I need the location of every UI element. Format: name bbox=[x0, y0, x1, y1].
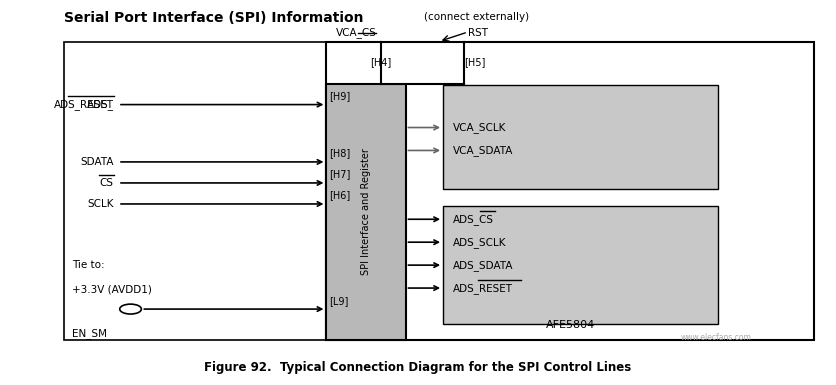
Text: Tie to:: Tie to: bbox=[72, 260, 104, 270]
Text: SDATA: SDATA bbox=[80, 157, 114, 167]
Text: CS: CS bbox=[99, 178, 114, 188]
Text: VCA_SCLK: VCA_SCLK bbox=[453, 122, 507, 133]
Text: [H5]: [H5] bbox=[464, 57, 485, 67]
Text: [H8]: [H8] bbox=[329, 149, 350, 159]
Text: ADS_: ADS_ bbox=[87, 99, 114, 110]
Text: [H7]: [H7] bbox=[329, 169, 350, 179]
Text: AFE5804: AFE5804 bbox=[545, 320, 594, 330]
Text: SCLK: SCLK bbox=[88, 199, 114, 209]
Text: Figure 92.  Typical Connection Diagram for the SPI Control Lines: Figure 92. Typical Connection Diagram fo… bbox=[204, 361, 632, 374]
Text: +3.3V (AVDD1): +3.3V (AVDD1) bbox=[72, 285, 152, 295]
Text: RST: RST bbox=[468, 28, 488, 38]
Bar bbox=[326, 84, 405, 340]
Text: EN_SM: EN_SM bbox=[72, 328, 107, 339]
Text: SPI Interface and Register: SPI Interface and Register bbox=[361, 148, 371, 275]
Text: www.elecfans.com: www.elecfans.com bbox=[681, 333, 752, 342]
Text: ADS_CS: ADS_CS bbox=[453, 214, 494, 225]
Text: [H4]: [H4] bbox=[370, 57, 391, 67]
Bar bbox=[326, 42, 813, 340]
Text: ADS_SCLK: ADS_SCLK bbox=[453, 237, 507, 248]
Text: Serial Port Interface (SPI) Information: Serial Port Interface (SPI) Information bbox=[64, 11, 364, 25]
Bar bbox=[443, 85, 718, 189]
Text: [L9]: [L9] bbox=[329, 296, 349, 306]
Text: VCA_CS: VCA_CS bbox=[335, 28, 376, 38]
Text: [H6]: [H6] bbox=[329, 191, 350, 201]
Bar bbox=[64, 42, 813, 340]
Text: ADS_RESET: ADS_RESET bbox=[453, 283, 513, 293]
Bar bbox=[443, 206, 718, 325]
Text: (connect externally): (connect externally) bbox=[424, 12, 529, 22]
Text: ADS_SDATA: ADS_SDATA bbox=[453, 259, 513, 271]
Text: VCA_SDATA: VCA_SDATA bbox=[453, 145, 513, 156]
Text: [H9]: [H9] bbox=[329, 91, 350, 101]
Bar bbox=[380, 38, 464, 84]
Text: ADS_RESET: ADS_RESET bbox=[54, 99, 114, 110]
